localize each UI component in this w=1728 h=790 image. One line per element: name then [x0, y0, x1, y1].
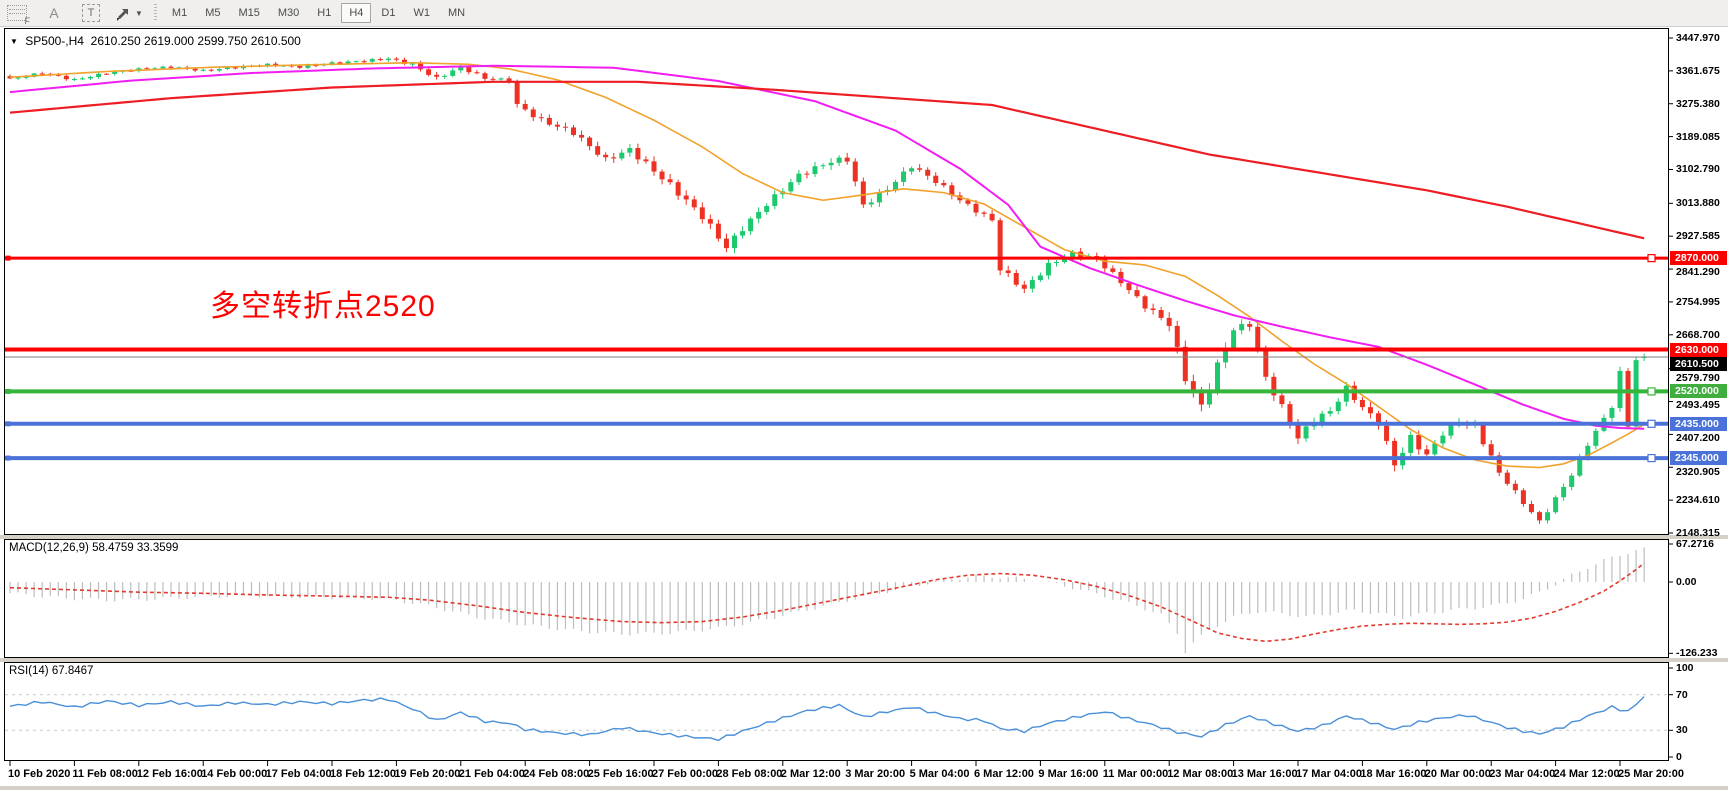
- price-axis-label: 3275.380: [1676, 97, 1720, 110]
- text-icon: T: [82, 4, 100, 22]
- time-axis-label: 2 Mar 12:00: [780, 768, 841, 780]
- time-axis-label: 17 Mar 04:00: [1296, 768, 1363, 780]
- timeframe-H1[interactable]: H1: [309, 3, 339, 23]
- time-axis-label: 20 Mar 00:00: [1424, 768, 1491, 780]
- timeframe-M5[interactable]: M5: [197, 3, 228, 23]
- time-axis-label: 6 Mar 12:00: [974, 768, 1034, 780]
- time-axis-label: 12 Feb 16:00: [136, 768, 203, 780]
- price-axis-label: 3189.085: [1676, 130, 1720, 143]
- arrows-tool-button[interactable]: ▼: [114, 3, 143, 23]
- price-axis-label: 3447.970: [1676, 32, 1720, 44]
- scrollbar-strip[interactable]: [0, 786, 1728, 790]
- fibonacci-icon: F: [7, 5, 30, 26]
- chevron-down-icon[interactable]: ▼: [135, 8, 143, 18]
- price-axis-label: 3361.675: [1676, 64, 1720, 77]
- panel-splitter[interactable]: [0, 535, 1728, 539]
- price-badge-2435.000: 2435.000: [1670, 416, 1727, 431]
- time-axis-label: 11 Mar 00:00: [1102, 768, 1169, 780]
- time-axis-label: 3 Mar 20:00: [845, 768, 906, 780]
- price-badge-2630.000: 2630.000: [1670, 342, 1727, 357]
- time-axis-label: 12 Mar 08:00: [1167, 768, 1234, 780]
- timeframe-W1[interactable]: W1: [405, 3, 438, 23]
- price-axis-label: 3013.880: [1676, 197, 1720, 210]
- time-axis-label: 21 Feb 04:00: [458, 768, 525, 780]
- time-axis-label: 11 Feb 08:00: [72, 768, 138, 780]
- time-axis-label: 24 Feb 08:00: [523, 768, 590, 780]
- timeframe-group: M1 M5 M15 M30 H1 H4 D1 W1 MN: [163, 3, 474, 23]
- timeframe-M1[interactable]: M1: [164, 3, 195, 23]
- time-axis-label: 19 Feb 20:00: [394, 768, 461, 780]
- time-axis-label: 28 Feb 08:00: [716, 768, 783, 780]
- main-chart-panel[interactable]: [4, 28, 1669, 535]
- timeframe-MN[interactable]: MN: [440, 3, 473, 23]
- toolbar: F A T ▼ M1 M5 M15 M30 H1 H4 D1 W1 MN: [0, 0, 1728, 27]
- timeframe-D1[interactable]: D1: [373, 3, 403, 23]
- toolbar-grip: [153, 4, 157, 22]
- price-axis-label: 2234.610: [1676, 494, 1720, 507]
- time-axis-label: 17 Feb 04:00: [265, 768, 332, 780]
- time-axis-label: 25 Feb 16:00: [587, 768, 654, 780]
- text-label-tool-button[interactable]: A: [42, 3, 66, 23]
- price-badge-2520.000: 2520.000: [1670, 384, 1727, 399]
- time-axis-label: 27 Feb 00:00: [652, 768, 719, 780]
- rsi-axis-label: 0: [1676, 751, 1682, 763]
- rsi-panel[interactable]: [4, 662, 1669, 761]
- fibonacci-tool-button[interactable]: F: [1, 3, 30, 26]
- time-axis-label: 24 Mar 12:00: [1553, 768, 1620, 780]
- price-badge-2345.000: 2345.000: [1670, 451, 1727, 466]
- timeframe-M15[interactable]: M15: [230, 3, 267, 23]
- rsi-axis-label: 30: [1676, 724, 1688, 737]
- time-axis-label: 25 Mar 20:00: [1618, 768, 1685, 780]
- price-axis-label: 2407.200: [1676, 431, 1720, 444]
- timeframe-M30[interactable]: M30: [270, 3, 307, 23]
- price-axis-label: 2754.995: [1676, 295, 1720, 308]
- macd-axis-label: 67.2716: [1676, 537, 1714, 550]
- rsi-axis-label: 100: [1676, 662, 1694, 674]
- price-axis-label: 2668.700: [1676, 328, 1720, 341]
- time-axis-label: 23 Mar 04:00: [1489, 768, 1556, 780]
- time-axis-label: 10 Feb 2020: [8, 768, 71, 780]
- rsi-axis-label: 70: [1676, 688, 1688, 701]
- time-axis-label: 18 Feb 12:00: [330, 768, 397, 780]
- time-axis-label: 14 Feb 00:00: [201, 768, 268, 780]
- time-axis-label: 18 Mar 16:00: [1360, 768, 1427, 780]
- time-axis-label: 5 Mar 04:00: [909, 768, 970, 780]
- macd-axis-label: 0.00: [1676, 576, 1697, 588]
- text-label-icon: A: [49, 5, 59, 21]
- price-axis-label: 2927.585: [1676, 230, 1720, 243]
- panel-splitter[interactable]: [0, 658, 1728, 662]
- arrows-icon: [117, 9, 128, 21]
- time-axis-label: 9 Mar 16:00: [1038, 768, 1099, 780]
- price-axis-label: 2841.290: [1676, 266, 1720, 279]
- price-axis-label: 3102.790: [1676, 163, 1720, 176]
- price-axis-label: 2579.790: [1676, 371, 1720, 384]
- price-axis-label: 2493.495: [1676, 399, 1720, 412]
- current-price-badge: 2610.500: [1670, 356, 1727, 371]
- price-badge-2870.000: 2870.000: [1670, 251, 1727, 266]
- text-tool-button[interactable]: T: [79, 3, 103, 23]
- macd-panel[interactable]: [4, 539, 1669, 658]
- timeframe-H4[interactable]: H4: [341, 3, 372, 23]
- price-axis-label: 2320.905: [1676, 466, 1720, 479]
- time-axis-label: 13 Mar 16:00: [1231, 768, 1298, 780]
